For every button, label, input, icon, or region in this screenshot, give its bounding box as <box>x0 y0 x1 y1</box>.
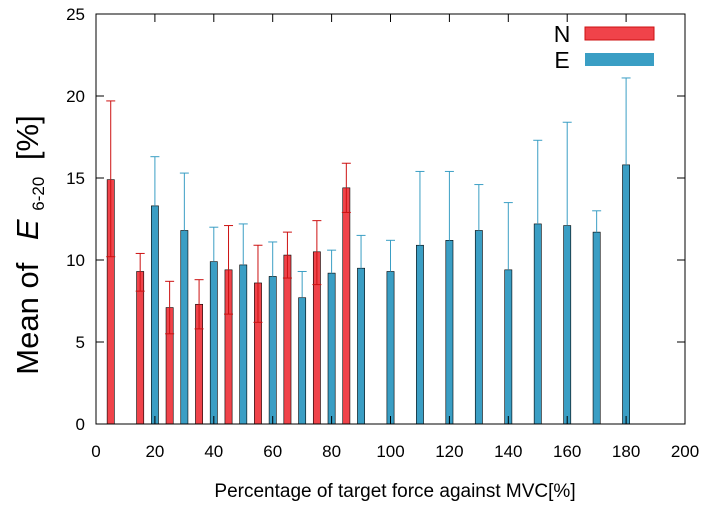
bar-e <box>592 231 601 425</box>
legend-swatch <box>584 26 655 41</box>
bar-group-n <box>135 252 145 425</box>
bar-e <box>504 269 513 425</box>
x-tick-label: 20 <box>145 442 164 461</box>
x-tick-label: 140 <box>494 442 522 461</box>
bar-group-n <box>341 162 351 425</box>
x-tick-label: 100 <box>376 442 404 461</box>
bar-e <box>268 276 277 425</box>
bar-group-e <box>356 234 366 425</box>
x-axis-label: Percentage of target force against MVC[%… <box>214 481 575 502</box>
x-tick-label: 180 <box>612 442 640 461</box>
bar-group-n <box>282 231 292 425</box>
bar-e <box>445 240 454 425</box>
bar-group-e <box>562 121 572 425</box>
legend-swatch <box>585 53 654 66</box>
y-tick-label: 0 <box>76 415 85 434</box>
y-axis-label-symbol: E <box>10 219 45 240</box>
x-tick-label: 60 <box>263 442 282 461</box>
x-tick-label: 40 <box>204 442 223 461</box>
bar-group-e <box>503 202 513 425</box>
bar-group-e <box>621 77 631 425</box>
bar-e <box>474 230 483 425</box>
bar-group-e <box>592 210 602 425</box>
legend: NE <box>554 21 655 73</box>
legend-label: E <box>554 47 569 73</box>
legend-label: N <box>554 21 571 47</box>
bar-e <box>622 164 630 425</box>
y-axis-label: Mean of E 6-20 [%] <box>10 115 51 374</box>
bar-e <box>357 267 365 425</box>
bar-group-n <box>224 225 234 425</box>
y-axis-label-subscript: 6-20 <box>29 177 48 211</box>
legend-item-e: E <box>554 47 654 73</box>
bar-group-e <box>474 184 484 425</box>
bar-n <box>283 254 292 425</box>
bar-e <box>533 223 542 425</box>
bar-group-e <box>150 156 160 425</box>
bar-e <box>209 261 218 425</box>
bar-group-e <box>209 226 219 425</box>
x-tick-label: 120 <box>435 442 463 461</box>
x-tick-label: 200 <box>671 442 699 461</box>
bar-group-n <box>165 280 175 425</box>
bar-n <box>136 271 145 425</box>
bar-e <box>416 244 424 425</box>
y-tick-label: 15 <box>66 169 85 188</box>
bar-group-e <box>238 223 248 425</box>
bar-n <box>342 187 351 425</box>
bars-layer <box>106 77 631 425</box>
bar-e <box>327 272 336 425</box>
bar-group-e <box>533 139 543 425</box>
x-tick-label: 80 <box>322 442 341 461</box>
bar-e <box>563 225 572 425</box>
bar-group-e <box>444 170 454 425</box>
y-tick-label: 10 <box>66 251 85 270</box>
bar-e <box>239 264 248 425</box>
bar-group-e <box>268 241 278 425</box>
bar-e <box>298 297 307 425</box>
y-tick-label: 5 <box>76 333 85 352</box>
bar-group-e <box>179 172 189 425</box>
x-tick-label: 160 <box>553 442 581 461</box>
bar-group-n <box>253 244 263 425</box>
bar-group-e <box>415 170 425 425</box>
bar-group-e <box>297 270 307 425</box>
y-axis-label-prefix: Mean of <box>10 262 45 374</box>
legend-item-n: N <box>554 21 655 47</box>
bar-group-e <box>386 239 395 425</box>
bar-e <box>386 271 395 425</box>
bar-group-e <box>327 249 337 425</box>
y-tick-label: 20 <box>66 87 85 106</box>
x-tick-label: 0 <box>91 442 100 461</box>
axis-ticks: 0 5 10 15 20 25 0 20 40 60 80 100 120 140 160 180 200 <box>66 5 699 461</box>
bar-group-n <box>194 279 204 425</box>
bar-e <box>151 205 159 425</box>
bar-group-n <box>312 220 322 425</box>
y-tick-label: 25 <box>66 5 85 24</box>
bar-e <box>180 230 189 425</box>
y-axis-label-suffix: [%] <box>10 115 45 160</box>
bar-group-n <box>106 100 116 425</box>
